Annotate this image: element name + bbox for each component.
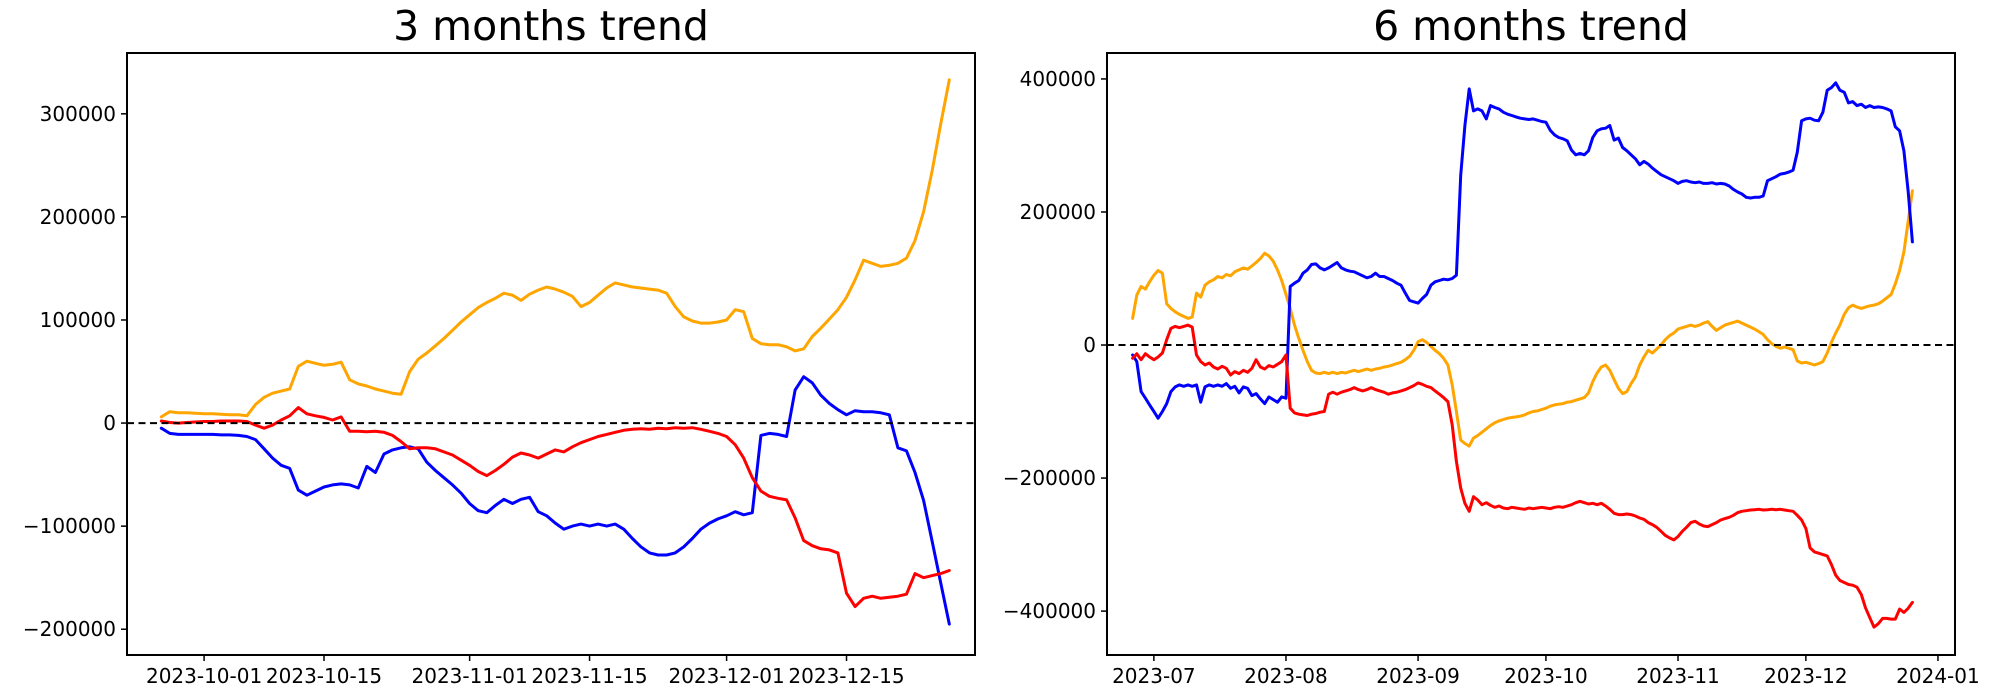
x-tick-label: 2023-11 — [1636, 664, 1720, 688]
y-tick-label: −400000 — [1003, 599, 1096, 623]
y-tick-label: 0 — [103, 411, 116, 435]
y-tick-label: 0 — [1083, 333, 1096, 357]
x-tick-label: 2023-09 — [1376, 664, 1460, 688]
y-tick-label: −200000 — [23, 617, 116, 641]
x-tick-label: 2023-08 — [1244, 664, 1328, 688]
x-tick-label: 2023-11-15 — [531, 664, 647, 688]
x-tick-label: 2023-07 — [1112, 664, 1196, 688]
y-tick-label: 100000 — [40, 308, 116, 332]
x-tick-label: 2024-01 — [1896, 664, 1980, 688]
chart-6-months-trend: 400000 200000 0 −200000 −400000 2023-07 2023-0… — [1003, 52, 1980, 688]
y-tick-label: 300000 — [40, 102, 116, 126]
x-tick-label: 2023-12-15 — [788, 664, 904, 688]
y-tick-label: −100000 — [23, 514, 116, 538]
x-tick-label: 2023-10-15 — [266, 664, 382, 688]
y-tick-label: 200000 — [40, 205, 116, 229]
plot-border — [1106, 52, 1956, 656]
series-red — [1131, 323, 1914, 629]
chart-3-months-trend: 300000 200000 100000 0 −100000 −200000 2023-10… — [23, 52, 976, 688]
series-orange — [1131, 189, 1914, 448]
x-tick-label: 2023-10-01 — [146, 664, 262, 688]
y-tick-label: 200000 — [1020, 200, 1096, 224]
series-red — [159, 406, 951, 609]
y-tick-label: 400000 — [1020, 67, 1096, 91]
y-tick-label: −200000 — [1003, 466, 1096, 490]
plot-border — [126, 52, 976, 656]
series-blue — [1131, 81, 1914, 420]
x-tick-label: 2023-12-01 — [668, 664, 784, 688]
chart-title-3-months: 3 months trend — [393, 2, 709, 50]
series-blue — [159, 375, 951, 626]
x-tick-label: 2023-11-01 — [412, 664, 528, 688]
x-tick-label: 2023-10 — [1504, 664, 1588, 688]
chart-title-6-months: 6 months trend — [1373, 2, 1689, 50]
series-orange — [159, 78, 951, 419]
x-tick-label: 2023-12 — [1764, 664, 1848, 688]
